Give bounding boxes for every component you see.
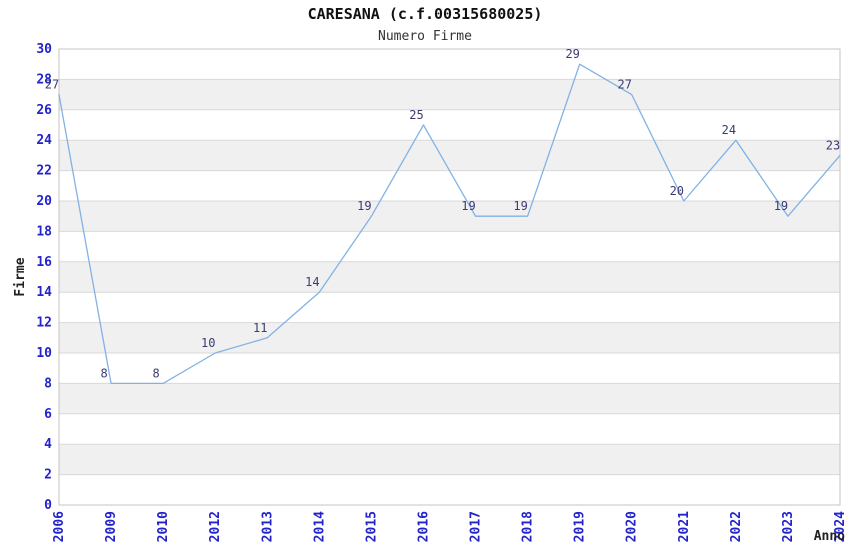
- y-tick-label: 30: [36, 42, 52, 57]
- y-tick-label: 26: [36, 103, 52, 118]
- plot-band: [59, 383, 840, 414]
- plot-band: [59, 444, 840, 475]
- y-axis-title: Firme: [13, 257, 28, 296]
- x-tick-label: 2015: [364, 511, 379, 542]
- data-point-label: 19: [513, 199, 527, 213]
- x-tick-label: 2017: [469, 511, 484, 542]
- y-tick-label: 0: [44, 498, 52, 513]
- x-tick-label: 2018: [521, 511, 536, 542]
- plot-band: [59, 201, 840, 232]
- data-point-label: 19: [357, 199, 371, 213]
- y-tick-label: 20: [36, 194, 52, 209]
- data-point-label: 24: [722, 123, 736, 137]
- x-tick-label: 2009: [104, 511, 119, 542]
- y-tick-label: 28: [36, 72, 52, 87]
- y-tick-label: 14: [36, 285, 52, 300]
- x-tick-label: 2006: [52, 511, 67, 542]
- plot-band: [59, 79, 840, 110]
- y-tick-label: 6: [44, 407, 52, 422]
- x-tick-labels-layer: 2006 2009 2010 2012 2013 2014 2015 2016 2017 2018…: [52, 511, 848, 542]
- x-tick-label: 2023: [781, 511, 796, 542]
- x-tick-label: 2013: [260, 511, 275, 542]
- data-point-label: 8: [100, 366, 107, 380]
- data-point-label: 14: [305, 275, 319, 289]
- y-tick-label: 18: [36, 224, 52, 239]
- data-labels-layer: 27 8 8 10 11 14 19 25 19 19 29 27 20 24 19 23: [45, 47, 840, 380]
- plot-frame-layer: [58, 48, 841, 506]
- x-tick-label: 2022: [729, 511, 744, 542]
- x-tick-label: 2021: [677, 511, 692, 542]
- x-tick-label: 2019: [573, 511, 588, 542]
- x-tick-label: 2014: [312, 511, 327, 542]
- series-layer: [58, 63, 841, 385]
- y-tick-label: 22: [36, 164, 52, 179]
- data-point-label: 19: [774, 199, 788, 213]
- data-point-label: 19: [461, 199, 475, 213]
- chart-subtitle: Numero Firme: [378, 29, 472, 44]
- data-point-label: 10: [201, 336, 215, 350]
- data-point-label: 27: [618, 78, 632, 92]
- plot-frame: [58, 48, 841, 506]
- plot-band: [59, 261, 840, 293]
- y-tick-label: 24: [36, 133, 52, 148]
- x-tick-label: 2010: [156, 511, 171, 542]
- data-point-label: 8: [153, 366, 160, 380]
- x-tick-label: 2020: [625, 511, 640, 542]
- x-tick-label: 2024: [833, 511, 848, 542]
- y-tick-label: 12: [36, 316, 52, 331]
- y-tick-label: 8: [44, 376, 52, 391]
- plot-band: [59, 140, 840, 171]
- plot-band: [59, 322, 840, 353]
- data-point-label: 29: [565, 47, 579, 61]
- data-point-label: 20: [670, 184, 684, 198]
- plot-bands-layer: [59, 79, 840, 475]
- data-point-label: 27: [45, 78, 59, 92]
- y-tick-label: 4: [44, 437, 52, 452]
- y-tick-label: 2: [44, 468, 52, 483]
- y-tick-label: 10: [36, 346, 52, 361]
- data-point-label: 25: [409, 108, 423, 122]
- x-tick-label: 2012: [208, 511, 223, 542]
- series-line: [58, 63, 841, 385]
- x-tick-label: 2016: [416, 511, 431, 542]
- data-point-label: 11: [253, 321, 267, 335]
- data-point-label: 23: [826, 138, 840, 152]
- x-axis-title: Anno: [814, 529, 845, 544]
- y-tick-label: 16: [36, 255, 52, 270]
- chart-title: CARESANA (c.f.00315680025): [308, 5, 543, 23]
